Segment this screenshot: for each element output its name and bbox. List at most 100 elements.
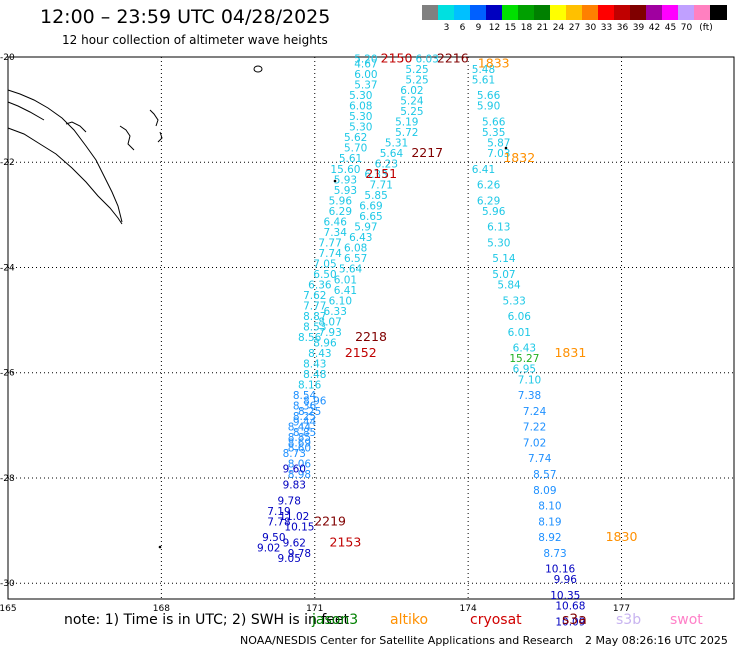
map-subtitle: 12 hour collection of altimeter wave hei… <box>62 33 328 47</box>
wave-height-value: 15.27 <box>509 353 539 365</box>
wave-height-value: 8.60 <box>288 443 311 455</box>
wave-height-value: 5.25 <box>405 74 428 86</box>
legend-label: 24 <box>552 23 565 33</box>
wave-height-value: 4.67 <box>354 59 377 71</box>
legend-swatch <box>678 5 695 20</box>
coastline <box>7 101 45 121</box>
wave-height-value: 7.05 <box>313 258 336 270</box>
wave-height-value: 10.15 <box>284 522 314 534</box>
coastline <box>7 89 123 223</box>
lat-tick-label: -24 <box>0 263 15 273</box>
coastline <box>119 125 135 151</box>
wave-height-value: 5.30 <box>349 122 372 134</box>
wave-height-value: 8.07 <box>318 316 341 328</box>
wave-height-value: 6.13 <box>487 222 510 234</box>
wave-height-value: 5.66 <box>482 116 506 128</box>
wave-height-value: 7.71 <box>370 180 393 192</box>
wave-height-value: 10.16 <box>545 564 575 576</box>
wave-height-value: 6.06 <box>508 311 532 323</box>
pass-time-label: 1830 <box>606 529 638 544</box>
lat-tick-label: -28 <box>0 474 15 484</box>
wave-height-value: 6.57 <box>344 253 367 265</box>
legend-label: 27 <box>568 23 581 33</box>
legend-label: 21 <box>536 23 549 33</box>
wave-height-value: 7.62 <box>303 290 326 302</box>
wave-height-value: 8.36 <box>293 401 317 413</box>
coastline <box>7 127 123 225</box>
pass-time-label: 1831 <box>554 345 586 360</box>
wave-height-value: 7.38 <box>518 390 541 402</box>
wave-height-value: 5.61 <box>339 153 362 165</box>
wave-height-value: 8.09 <box>533 485 556 497</box>
mission-jason3: jason3 <box>312 612 359 628</box>
mission-cryosat: cryosat <box>470 612 522 628</box>
lat-tick-label: -20 <box>0 53 15 63</box>
coastline <box>65 121 87 133</box>
legend-label: 6 <box>459 23 466 33</box>
wave-height-value: 6.46 <box>324 216 348 228</box>
wave-height-value: 5.31 <box>385 137 408 149</box>
mission-s3b: s3b <box>616 612 642 628</box>
legend-swatch <box>502 5 519 20</box>
legend-label: 18 <box>520 23 533 33</box>
legend-swatch <box>614 5 631 20</box>
wave-height-value: 6.23 <box>375 159 398 171</box>
wave-height-value: 9.62 <box>283 537 306 549</box>
legend-swatch <box>710 5 727 20</box>
legend-label: 45 <box>664 23 677 33</box>
wave-height-value: 7.93 <box>318 327 341 339</box>
legend-label: 30 <box>584 23 597 33</box>
mission-swot: swot <box>670 612 703 628</box>
wave-height-value: 6.08 <box>344 243 367 255</box>
wave-height-value: 6.95 <box>513 364 536 376</box>
lon-tick-label: 168 <box>153 604 170 614</box>
wave-height-value: 6.43 <box>349 232 372 244</box>
wave-height-value: 10.35 <box>550 590 580 602</box>
wave-height-value: 8.73 <box>543 548 566 560</box>
wave-height-value: 5.30 <box>487 237 510 249</box>
coastline <box>157 131 163 143</box>
wave-height-value: 8.53 <box>303 322 326 334</box>
legend-swatch <box>630 5 647 20</box>
color-legend: 3 6 9 12 15 18 21 24 27 30 33 36 39 42 45 70 (ft) <box>422 5 728 37</box>
wave-height-value: 5.62 <box>344 132 367 144</box>
wave-height-value: 15.60 <box>330 164 360 176</box>
wave-height-value: 8.92 <box>538 532 561 544</box>
wave-height-value: 7.02 <box>523 437 546 449</box>
wave-height-value: 5.96 <box>329 195 353 207</box>
lat-tick-label: -26 <box>0 369 15 379</box>
lon-tick-label: 165 <box>0 604 17 614</box>
wave-height-value: 8.43 <box>308 348 331 360</box>
wave-height-value: 5.64 <box>339 264 363 276</box>
wave-height-value: 8.98 <box>288 469 311 481</box>
wave-height-value: 6.33 <box>364 169 387 181</box>
wave-height-value: 6.41 <box>472 164 495 176</box>
wave-height-value: 5.24 <box>400 95 424 107</box>
wave-height-value: 11.02 <box>279 511 309 523</box>
mission-s3a: s3a <box>562 612 587 628</box>
wave-height-value: 6.69 <box>359 201 382 213</box>
legend-label: 9 <box>475 23 482 33</box>
island-dot <box>158 545 162 549</box>
legend-label: 12 <box>488 23 501 33</box>
wave-height-value: 5.35 <box>482 127 505 139</box>
wave-height-value: 6.01 <box>334 274 357 286</box>
wave-height-value: 8.69 <box>288 437 311 449</box>
wave-height-value: 5.14 <box>492 253 516 265</box>
wave-height-value: 10.68 <box>555 601 585 613</box>
wave-height-value: 6.50 <box>313 269 336 281</box>
wave-height-value: 7.78 <box>267 516 290 528</box>
wave-height-value: 7.34 <box>324 227 348 239</box>
legend-label: 39 <box>632 23 645 33</box>
wave-height-value: 5.19 <box>395 116 418 128</box>
pass-time-label: 2153 <box>330 534 362 549</box>
wave-height-value: 7.22 <box>523 422 546 434</box>
legend-swatch <box>534 5 551 20</box>
wave-height-value: 9.60 <box>283 464 306 476</box>
wave-height-value: 8.85 <box>288 432 311 444</box>
wave-height-value: 6.08 <box>349 101 372 113</box>
wave-height-value: 8.96 <box>313 337 337 349</box>
wave-height-value: 9.83 <box>283 479 306 491</box>
legend-swatch <box>454 5 471 20</box>
